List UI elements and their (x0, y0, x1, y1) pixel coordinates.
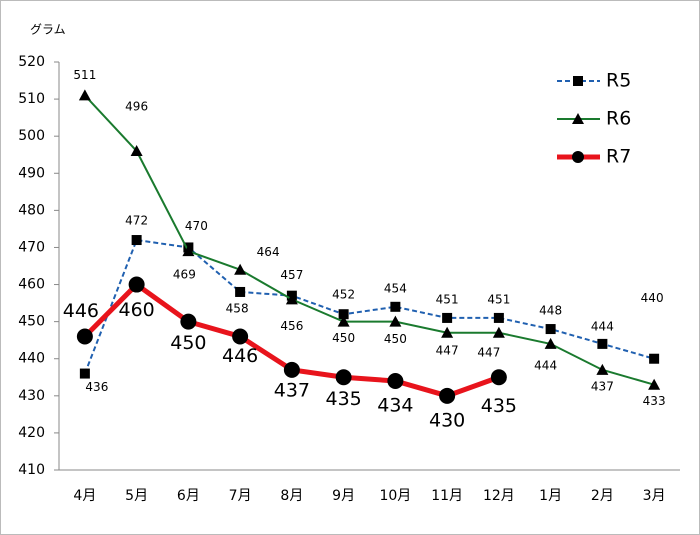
data-label: 454 (384, 281, 407, 295)
x-tick-label: 4月 (73, 488, 96, 504)
marker (390, 301, 401, 312)
x-tick-label: 12月 (483, 488, 515, 504)
data-label: 470 (185, 219, 208, 233)
y-tick-label: 500 (18, 128, 45, 144)
x-tick-label: 1月 (539, 488, 562, 504)
marker (648, 378, 661, 390)
data-label: 472 (125, 214, 148, 228)
y-tick-label: 470 (18, 239, 45, 255)
x-tick-label: 2月 (591, 488, 614, 504)
marker (78, 89, 91, 101)
marker (492, 326, 505, 338)
x-tick-label: 7月 (229, 488, 252, 504)
y-tick-label: 440 (18, 351, 45, 367)
series-line (84, 94, 655, 386)
marker (544, 337, 557, 349)
y-tick-label: 450 (18, 314, 45, 330)
marker (338, 309, 349, 320)
data-label: 430 (429, 409, 465, 431)
marker (597, 338, 608, 349)
data-label: 511 (73, 68, 96, 82)
data-label: 440 (641, 291, 664, 305)
marker (182, 245, 195, 257)
marker (76, 328, 93, 345)
y-tick-label: 490 (18, 165, 45, 181)
legend-label: R6 (606, 108, 631, 130)
y-tick-label: 460 (18, 277, 45, 293)
y-tick-label: 430 (18, 388, 45, 404)
data-label: 435 (481, 395, 517, 417)
data-label: 437 (591, 379, 614, 393)
x-tick-label: 8月 (280, 488, 303, 504)
marker (389, 315, 402, 327)
x-tick-label: 6月 (177, 488, 200, 504)
data-label: 450 (332, 331, 355, 345)
marker (128, 276, 145, 293)
x-tick-label: 9月 (332, 488, 355, 504)
marker (232, 328, 249, 345)
legend-label: R5 (606, 70, 631, 92)
x-tick-label: 10月 (379, 488, 411, 504)
data-label: 457 (280, 268, 303, 282)
marker (130, 145, 143, 157)
series-line (83, 238, 655, 374)
marker (337, 315, 350, 327)
unit-label: グラム (30, 23, 66, 37)
marker (596, 363, 609, 375)
data-label: 435 (325, 388, 361, 410)
data-label: 456 (280, 319, 303, 333)
x-tick-label: 5月 (125, 488, 148, 504)
data-label: 444 (534, 358, 557, 372)
marker (493, 312, 504, 323)
data-label: 469 (173, 268, 196, 282)
data-label: 452 (332, 288, 355, 302)
y-tick-label: 510 (18, 91, 45, 107)
marker (234, 263, 247, 275)
legend-label: R7 (606, 146, 631, 168)
data-label: 434 (377, 394, 413, 416)
marker (441, 326, 454, 338)
y-tick-label: 520 (18, 54, 45, 70)
marker (573, 76, 583, 86)
data-label: 451 (436, 292, 459, 306)
marker (131, 235, 142, 246)
marker (387, 372, 404, 389)
marker (439, 387, 456, 404)
data-label: 436 (85, 380, 108, 394)
data-label: 460 (118, 299, 154, 321)
marker (79, 368, 90, 379)
data-label: 446 (222, 345, 258, 367)
data-label: 458 (226, 301, 249, 315)
data-label: 447 (477, 345, 500, 359)
x-tick-label: 3月 (643, 488, 666, 504)
data-label: 450 (384, 332, 407, 346)
marker (283, 361, 300, 378)
data-label: 464 (257, 245, 280, 259)
marker (285, 293, 298, 305)
data-label: 447 (436, 343, 459, 357)
marker (442, 312, 453, 323)
y-tick-label: 480 (18, 202, 45, 218)
marker (235, 286, 246, 297)
marker (180, 313, 197, 330)
data-label: 444 (591, 319, 614, 333)
marker (545, 324, 556, 335)
marker (572, 151, 584, 163)
data-label: 437 (274, 379, 310, 401)
data-label: 433 (643, 394, 666, 408)
y-tick-label: 410 (18, 462, 45, 478)
marker (490, 369, 507, 386)
y-tick-label: 420 (18, 425, 45, 441)
marker (335, 369, 352, 386)
data-label: 446 (63, 300, 99, 322)
marker (649, 353, 660, 364)
x-tick-label: 11月 (431, 488, 463, 504)
data-label: 496 (125, 100, 148, 114)
data-label: 448 (539, 304, 562, 318)
data-label: 450 (170, 332, 206, 354)
marker (572, 113, 584, 124)
data-label: 451 (487, 292, 510, 306)
